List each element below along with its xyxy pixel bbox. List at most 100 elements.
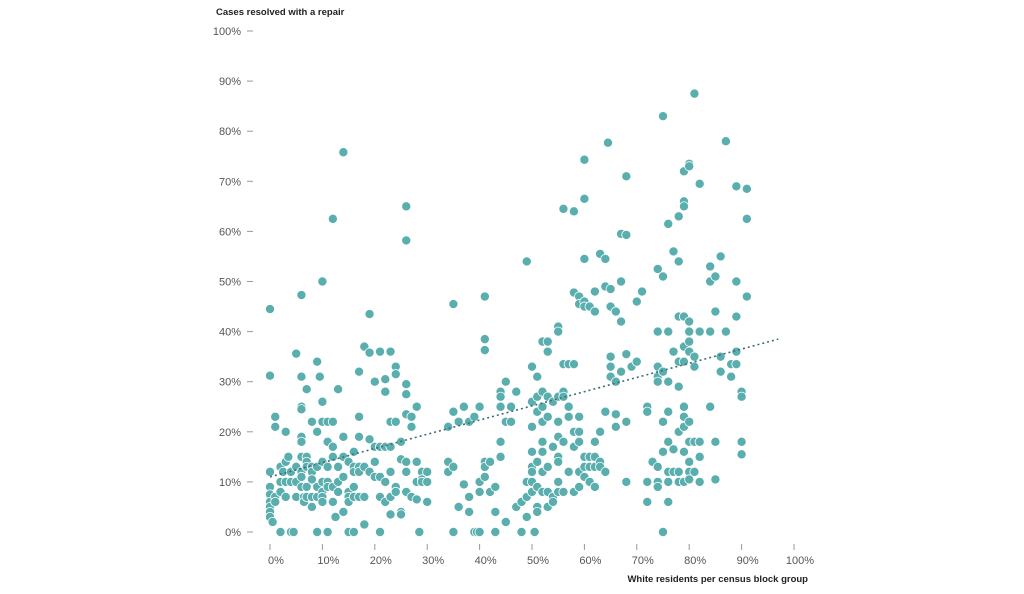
data-point bbox=[694, 451, 705, 462]
data-point bbox=[458, 479, 469, 490]
data-point bbox=[327, 213, 338, 224]
data-point bbox=[280, 426, 291, 437]
data-point bbox=[652, 461, 663, 472]
data-point bbox=[479, 334, 490, 345]
data-point bbox=[283, 451, 294, 462]
data-point bbox=[621, 229, 632, 240]
data-point bbox=[678, 401, 689, 412]
data-point bbox=[385, 509, 396, 520]
data-point bbox=[684, 456, 695, 467]
data-point bbox=[710, 436, 721, 447]
x-tick-label: 10% bbox=[317, 555, 339, 567]
data-point bbox=[731, 276, 742, 287]
data-point bbox=[563, 411, 574, 422]
data-point bbox=[527, 421, 538, 432]
y-axis-title: Cases resolved with a repair bbox=[216, 7, 345, 18]
data-point bbox=[663, 326, 674, 337]
data-point bbox=[705, 326, 716, 337]
data-point bbox=[348, 527, 359, 538]
data-point bbox=[280, 491, 291, 502]
data-point bbox=[568, 359, 579, 370]
data-point bbox=[621, 349, 632, 360]
data-point bbox=[479, 345, 490, 356]
data-point bbox=[333, 384, 344, 395]
data-point bbox=[642, 406, 653, 417]
data-point bbox=[736, 391, 747, 402]
data-point bbox=[731, 311, 742, 322]
data-point bbox=[658, 366, 669, 377]
data-point bbox=[631, 296, 642, 307]
data-point bbox=[354, 411, 365, 422]
data-point bbox=[689, 351, 700, 362]
data-point bbox=[710, 306, 721, 317]
y-tick-label: 100% bbox=[213, 26, 241, 38]
data-point bbox=[267, 516, 278, 527]
data-point bbox=[589, 286, 600, 297]
data-point bbox=[694, 178, 705, 189]
data-point bbox=[458, 401, 469, 412]
data-point bbox=[689, 361, 700, 372]
data-point bbox=[605, 351, 616, 362]
data-point bbox=[521, 256, 532, 267]
data-point bbox=[689, 88, 700, 99]
data-point bbox=[296, 471, 307, 482]
data-point bbox=[741, 183, 752, 194]
data-point bbox=[605, 284, 616, 295]
data-point bbox=[542, 411, 553, 422]
data-point bbox=[663, 436, 674, 447]
data-point bbox=[731, 346, 742, 357]
data-point bbox=[380, 476, 391, 487]
data-point bbox=[369, 376, 380, 387]
data-point bbox=[521, 511, 532, 522]
data-point bbox=[527, 446, 538, 457]
data-point bbox=[710, 271, 721, 282]
data-point bbox=[395, 509, 406, 520]
data-point bbox=[485, 456, 496, 467]
data-point bbox=[658, 446, 669, 457]
data-point bbox=[317, 396, 328, 407]
y-tick-label: 90% bbox=[219, 76, 241, 88]
x-tick-label: 20% bbox=[370, 555, 392, 567]
data-point bbox=[673, 211, 684, 222]
data-point bbox=[658, 111, 669, 122]
data-point bbox=[542, 346, 553, 357]
x-tick-label: 80% bbox=[684, 555, 706, 567]
data-point bbox=[333, 461, 344, 472]
data-point bbox=[553, 456, 564, 467]
y-tick-label: 50% bbox=[219, 277, 241, 289]
y-tick-label: 70% bbox=[219, 176, 241, 188]
data-point bbox=[684, 316, 695, 327]
data-point bbox=[527, 466, 538, 477]
data-point bbox=[380, 374, 391, 385]
data-point bbox=[663, 406, 674, 417]
data-point bbox=[726, 371, 737, 382]
data-point bbox=[668, 346, 679, 357]
data-point bbox=[542, 336, 553, 347]
data-point bbox=[306, 501, 317, 512]
x-tick-label: 50% bbox=[527, 555, 549, 567]
data-point bbox=[642, 496, 653, 507]
data-point bbox=[291, 348, 302, 359]
data-point bbox=[741, 291, 752, 302]
data-point bbox=[317, 496, 328, 507]
data-point bbox=[464, 491, 475, 502]
data-point bbox=[296, 371, 307, 382]
data-point bbox=[616, 366, 627, 377]
data-points bbox=[264, 88, 752, 538]
data-point bbox=[411, 456, 422, 467]
data-point bbox=[532, 456, 543, 467]
y-tick-label: 0% bbox=[225, 527, 241, 539]
data-point bbox=[589, 481, 600, 492]
data-point bbox=[602, 137, 613, 148]
data-point bbox=[658, 416, 669, 427]
data-point bbox=[600, 253, 611, 264]
data-point bbox=[600, 466, 611, 477]
data-point bbox=[390, 486, 401, 497]
data-point bbox=[710, 474, 721, 485]
data-point bbox=[678, 446, 689, 457]
data-point bbox=[668, 444, 679, 455]
data-point bbox=[401, 389, 412, 400]
data-point bbox=[338, 506, 349, 517]
data-point bbox=[720, 136, 731, 147]
